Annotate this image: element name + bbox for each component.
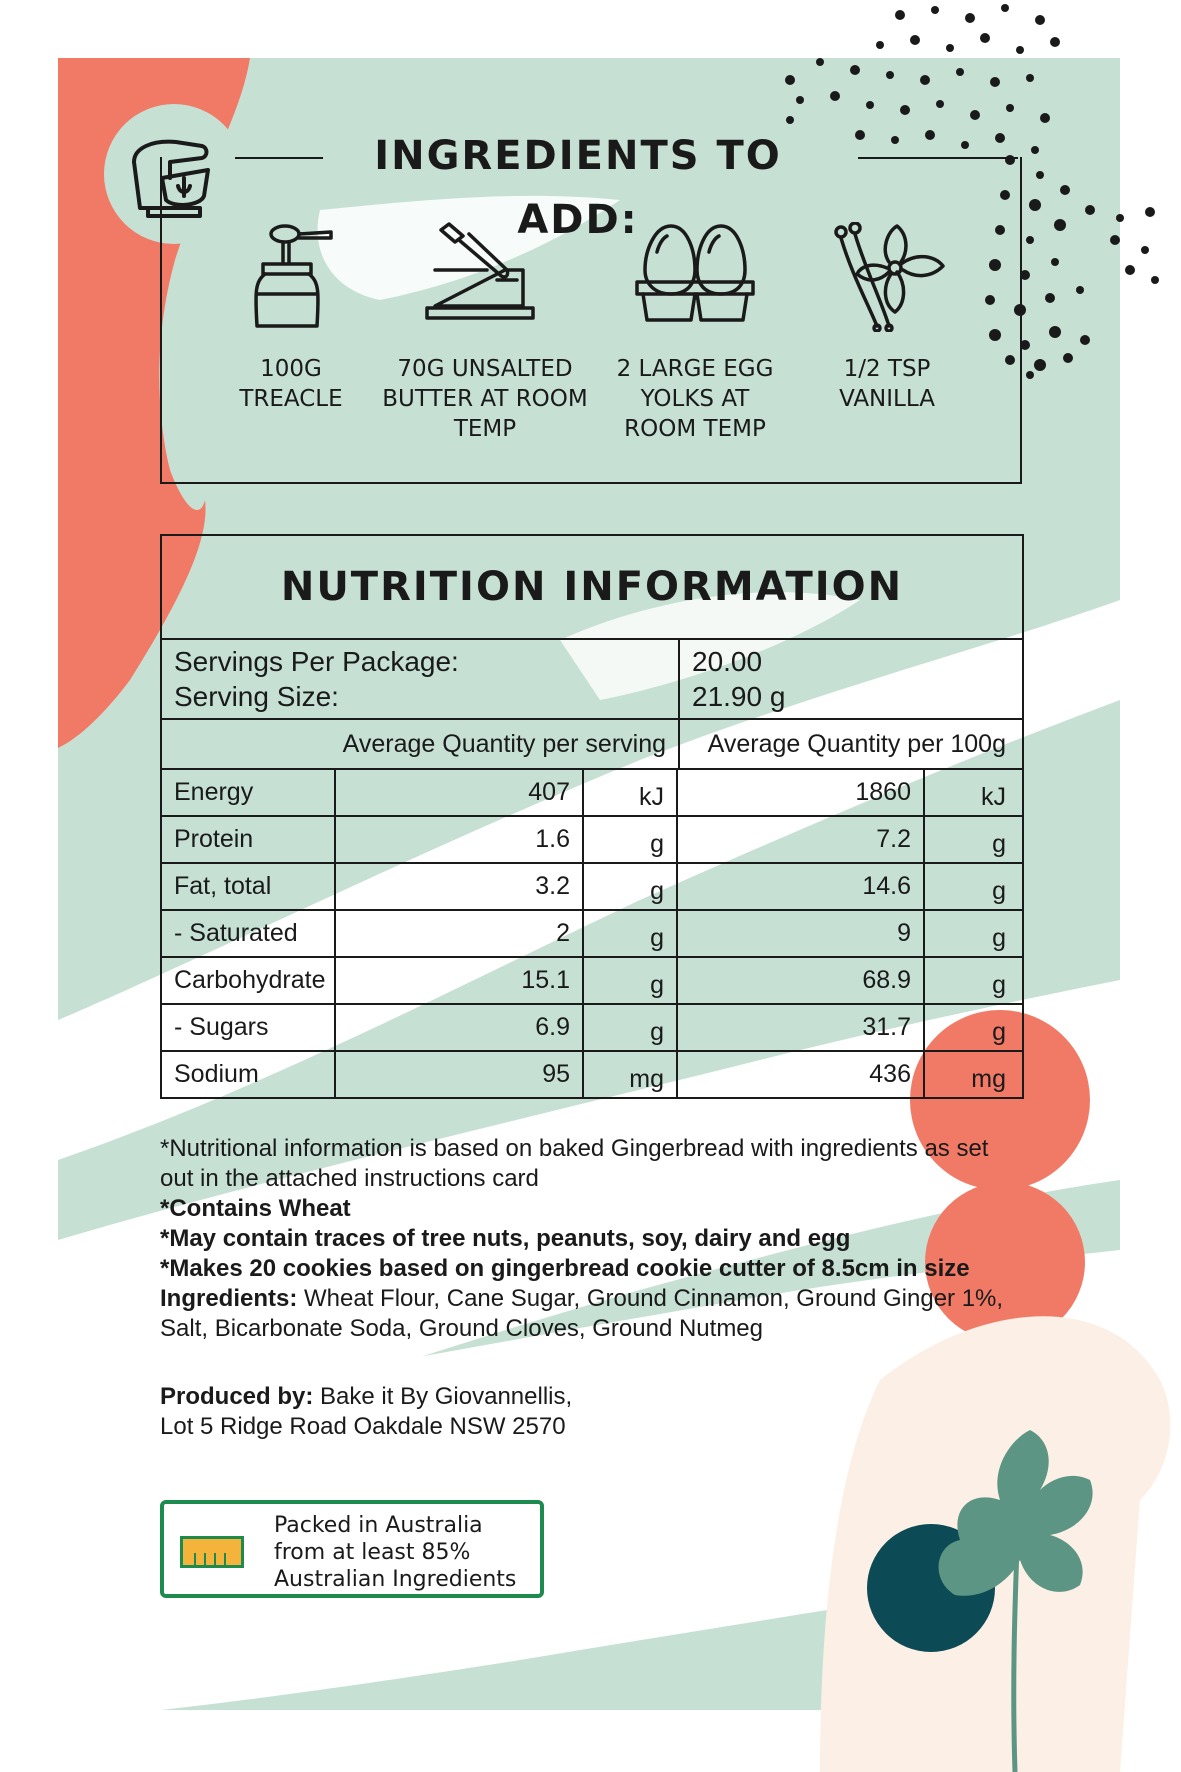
- ingredients-list-text: Wheat Flour, Cane Sugar, Ground Cinnamon…: [160, 1285, 1004, 1342]
- nutrient-row: Carbohydrate 15.1 g 68.9 g: [162, 958, 1022, 1005]
- nutrient-name: Carbohydrate: [162, 958, 336, 1003]
- notes-block: *Nutritional information is based on bak…: [160, 1134, 1020, 1344]
- per-serving-value: 2: [336, 911, 584, 956]
- nutrient-rows: Energy 407 kJ 1860 kJ Protein 1.6 g 7.2 g Fat, tot…: [162, 770, 1022, 1097]
- per-serving-unit: kJ: [584, 770, 678, 815]
- per-100g-unit: mg: [971, 1065, 1006, 1093]
- per-100g-value: 68.9: [678, 958, 925, 1003]
- per-100g-value: 1860: [678, 770, 925, 815]
- ingredient-butter: 70g UNSALTED BUTTER AT ROOM TEMP: [380, 222, 590, 444]
- origin-line-1: Packed in Australia: [274, 1513, 483, 1538]
- nutrition-title: NUTRITION INFORMATION: [162, 536, 1022, 640]
- ingredient-label: 70g UNSALTED BUTTER AT ROOM TEMP: [382, 356, 588, 442]
- nutrient-name: Fat, total: [162, 864, 336, 909]
- per-serving-unit: g: [584, 1005, 678, 1050]
- white-brush-1: [58, 600, 1120, 1160]
- coral-brush: [58, 58, 250, 748]
- per-serving-value: 1.6: [336, 817, 584, 862]
- per-100g-value: 14.6: [678, 864, 925, 909]
- header-row: Average Quantity per serving Average Qua…: [162, 720, 1022, 770]
- eggs-icon: [635, 224, 755, 322]
- nutrient-row: Fat, total 3.2 g 14.6 g: [162, 864, 1022, 911]
- nutrient-row: - Saturated 2 g 9 g: [162, 911, 1022, 958]
- parsley-leaf: [938, 1430, 1093, 1772]
- butter-knife-icon: [425, 222, 535, 320]
- nutrient-name: - Sugars: [162, 1005, 336, 1050]
- white-brush-2: [58, 980, 1120, 1480]
- per-100g-unit: g: [992, 971, 1006, 999]
- per-serving-value: 15.1: [336, 958, 584, 1003]
- per-100g-value: 9: [678, 911, 925, 956]
- servings-labels: Servings Per Package: Serving Size:: [162, 640, 680, 718]
- note-makes: *Makes 20 cookies based on gingerbread c…: [160, 1255, 970, 1282]
- ingredients-list-label: Ingredients:: [160, 1285, 298, 1312]
- servings-row: Servings Per Package: Serving Size: 20.0…: [162, 640, 1022, 720]
- serving-size-label: Serving Size:: [174, 681, 339, 712]
- per-serving-value: 407: [336, 770, 584, 815]
- title-rule-left: [235, 157, 323, 159]
- stand-mixer-icon: [132, 139, 210, 218]
- ingredients-frame: [160, 157, 1022, 484]
- nutrient-name: - Saturated: [162, 911, 336, 956]
- producer-block: Produced by: Bake it By Giovannellis, Lo…: [160, 1382, 860, 1442]
- vanilla-flower-icon: [834, 222, 945, 332]
- nutrient-name: Sodium: [162, 1052, 336, 1097]
- per-serving-value: 6.9: [336, 1005, 584, 1050]
- treacle-jar-icon: [254, 224, 333, 328]
- servings-values: 20.00 21.90 g: [680, 640, 1018, 718]
- note-wheat: *Contains Wheat: [160, 1195, 351, 1222]
- nutrient-row: Energy 407 kJ 1860 kJ: [162, 770, 1022, 817]
- per-100g-unit: g: [992, 924, 1006, 952]
- per-100g-value: 436: [678, 1052, 925, 1097]
- per-serving-unit: mg: [584, 1052, 678, 1097]
- per-serving-unit: g: [584, 958, 678, 1003]
- nutrient-name: Energy: [162, 770, 336, 815]
- producer-address: Lot 5 Ridge Road Oakdale NSW 2570: [160, 1413, 566, 1440]
- per-serving-unit: g: [584, 911, 678, 956]
- per-100g-unit: g: [992, 1018, 1006, 1046]
- nutrient-name: Protein: [162, 817, 336, 862]
- header-per-100g: Average Quantity per 100g: [707, 729, 1006, 758]
- per-serving-unit: g: [584, 817, 678, 862]
- ingredient-treacle: 100g TREACLE: [186, 222, 396, 414]
- note-basis: *Nutritional information is based on bak…: [160, 1135, 989, 1192]
- servings-label: Servings Per Package:: [174, 646, 459, 677]
- per-serving-value: 3.2: [336, 864, 584, 909]
- white-brush-5: [560, 592, 860, 700]
- ingredient-label: 100g TREACLE: [239, 356, 343, 412]
- per-100g-unit: g: [992, 830, 1006, 858]
- per-100g-unit: g: [992, 877, 1006, 905]
- per-100g-value: 31.7: [678, 1005, 925, 1050]
- servings-value: 20.00: [692, 646, 763, 677]
- nutrient-row: Sodium 95 mg 436 mg: [162, 1052, 1022, 1097]
- producer-name: Bake it By Giovannellis,: [313, 1383, 573, 1410]
- note-traces: *May contain traces of tree nuts, peanut…: [160, 1225, 851, 1252]
- per-serving-unit: g: [584, 864, 678, 909]
- ingredient-vanilla: 1/2 TSP VANILLA: [782, 222, 992, 414]
- origin-bar-chart-icon: [180, 1536, 244, 1568]
- origin-line-3: Australian Ingredients: [274, 1567, 517, 1592]
- per-serving-value: 95: [336, 1052, 584, 1097]
- origin-line-2: from at least 85%: [274, 1540, 471, 1565]
- coral-circle-top: [910, 1010, 1090, 1190]
- serving-size-value: 21.90 g: [692, 681, 786, 712]
- nutrition-table: NUTRITION INFORMATION Servings Per Packa…: [160, 534, 1024, 1099]
- speckles: [62, 1301, 126, 1380]
- per-100g-value: 7.2: [678, 817, 925, 862]
- per-100g-unit: kJ: [981, 783, 1006, 811]
- nutrient-row: - Sugars 6.9 g 31.7 g: [162, 1005, 1022, 1052]
- producer-label: Produced by:: [160, 1383, 314, 1410]
- ingredient-eggs: 2 LARGE EGG YOLKS AT ROOM TEMP: [590, 222, 800, 444]
- nutrient-row: Protein 1.6 g 7.2 g: [162, 817, 1022, 864]
- ingredient-label: 1/2 TSP VANILLA: [839, 356, 935, 412]
- ingredients-title: INGREDIENTS TO ADD:: [374, 133, 782, 243]
- ingredients-list: Ingredients: Wheat Flour, Cane Sugar, Gr…: [160, 1284, 1020, 1344]
- country-of-origin-badge: Packed in Australia from at least 85% Au…: [160, 1500, 544, 1598]
- mixer-badge: [104, 104, 244, 244]
- coral-circle-bottom: [925, 1182, 1085, 1342]
- ingredient-label: 2 LARGE EGG YOLKS AT ROOM TEMP: [616, 356, 774, 442]
- title-rule-right: [858, 157, 1018, 159]
- origin-text: Packed in Australia from at least 85% Au…: [274, 1512, 516, 1593]
- header-per-serving: Average Quantity per serving: [162, 720, 680, 768]
